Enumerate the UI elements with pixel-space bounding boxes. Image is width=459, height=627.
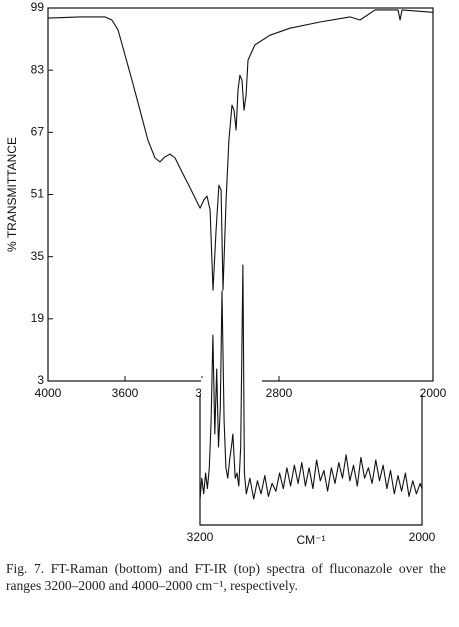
x-tick-label: 4000	[35, 386, 62, 400]
figure: 3193551678399400036003228002000% TRANSMI…	[5, 0, 447, 547]
y-tick-label: 99	[31, 0, 45, 14]
caption: Fig. 7. FT-Raman (bottom) and FT-IR (top…	[6, 561, 446, 593]
x-axis-label: CM⁻¹	[297, 533, 326, 547]
x-tick-label: 2000	[420, 386, 447, 400]
y-tick-label: 67	[31, 125, 45, 139]
y-tick-label: 51	[31, 187, 45, 201]
x-tick-label: 2800	[266, 386, 293, 400]
plot-frame	[47, 7, 434, 382]
y-tick-label: 35	[31, 249, 45, 263]
axis-mask	[201, 378, 262, 402]
x-tick-label: 3200	[187, 530, 214, 544]
x-tick-label: 3600	[112, 386, 139, 400]
y-tick-label: 83	[31, 62, 45, 76]
spectrum-line	[199, 264, 423, 500]
y-tick-label: 19	[31, 311, 45, 325]
x-tick-label: 2000	[409, 530, 436, 544]
y-tick-label: 3	[37, 373, 44, 387]
plot-frame	[199, 395, 423, 526]
spectrum-line	[47, 9, 434, 291]
y-axis-label: % TRANSMITTANCE	[5, 137, 19, 252]
